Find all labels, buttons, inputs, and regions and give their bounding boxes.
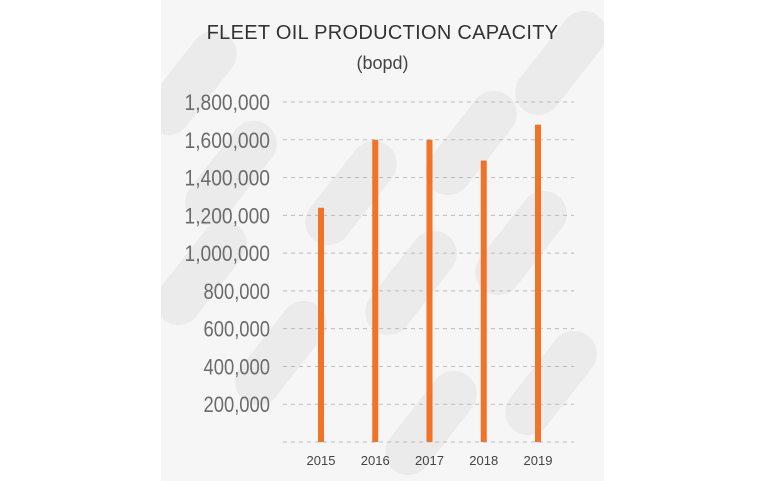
y-tick-label: 1,200,000 [185, 203, 271, 228]
chart-title: FLEET OIL PRODUCTION CAPACITY [206, 22, 559, 44]
x-tick-label: 2016 [361, 453, 390, 468]
y-tick-label: 1,600,000 [185, 128, 271, 153]
y-tick-label: 1,800,000 [185, 90, 271, 115]
y-tick-label: 400,000 [204, 354, 271, 379]
y-tick-label: 200,000 [204, 392, 271, 417]
y-tick-label: 600,000 [204, 317, 271, 342]
bar-2016 [372, 139, 379, 442]
chart-background-panel [161, 0, 604, 481]
y-tick-label: 800,000 [204, 279, 271, 304]
x-tick-label: 2018 [469, 453, 498, 468]
y-tick-label: 1,400,000 [185, 166, 271, 191]
x-tick-label: 2015 [307, 453, 336, 468]
bar-2018 [480, 160, 487, 443]
bar-2017 [426, 139, 433, 442]
bar-2019 [535, 124, 541, 443]
chart-subtitle: (bopd) [356, 53, 409, 73]
x-tick-label: 2019 [524, 453, 553, 468]
y-tick-label: 1,000,000 [185, 241, 271, 266]
x-tick-label: 2017 [415, 453, 444, 468]
bar-2015 [318, 207, 324, 442]
